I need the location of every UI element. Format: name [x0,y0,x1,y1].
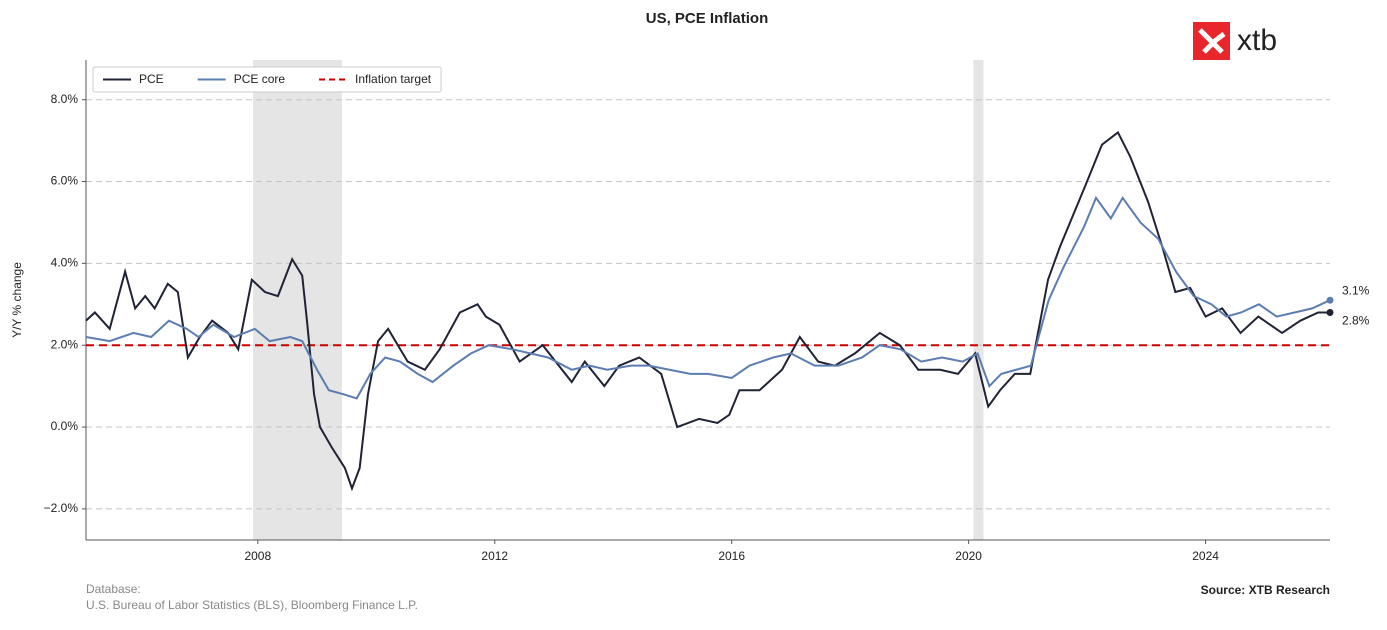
end-label: 3.1% [1342,283,1370,297]
chart-title: US, PCE Inflation [646,10,769,27]
series-line [85,130,1330,492]
x-tick-label: 2020 [955,549,982,563]
x-tick-label: 2016 [718,549,745,563]
x-tick-label: 2024 [1192,549,1219,563]
legend-label: Inflation target [355,72,432,86]
credit: Source: XTB Research [1201,583,1330,597]
logo-icon [1198,28,1226,54]
y-tick-label: 8.0% [51,92,79,106]
logo: xtb [1193,22,1277,60]
y-tick-label: −2.0% [44,501,79,515]
legend-box [92,66,442,93]
y-tick-label: 2.0% [51,337,79,351]
x-tick-label: 2012 [481,549,508,563]
legend-label: PCE [139,72,164,86]
legend-label: PCE core [234,72,286,86]
recession-shade [253,60,342,540]
x-tick-label: 2008 [244,549,271,563]
footer-source: U.S. Bureau of Labor Statistics (BLS), B… [86,598,418,612]
y-axis-label: Y/Y % change [10,262,24,338]
end-point [1326,308,1334,316]
end-point [1326,296,1334,304]
y-tick-label: 6.0% [51,174,79,188]
footer-title: Database: [86,582,141,596]
logo-text: xtb [1237,24,1277,57]
series-line [85,195,1331,400]
y-tick-label: 0.0% [51,419,79,433]
y-tick-label: 4.0% [51,256,79,270]
recession-shade [973,60,984,540]
end-label: 2.8% [1342,314,1370,328]
legend: PCE PCE core Inflation target [92,66,442,93]
